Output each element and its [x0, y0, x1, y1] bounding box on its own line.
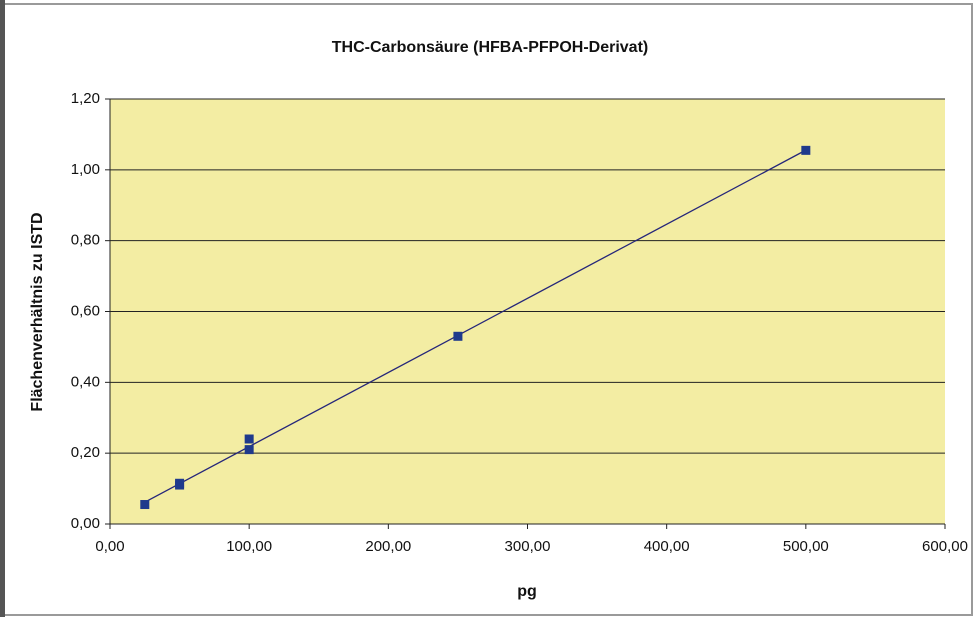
- data-point: [801, 145, 811, 155]
- y-tick-label: 1,20: [71, 90, 100, 107]
- data-point: [244, 445, 254, 455]
- x-tick-label: 300,00: [505, 538, 551, 555]
- y-tick-label: 1,00: [71, 161, 100, 178]
- x-tick-label: 100,00: [226, 538, 272, 555]
- x-tick-label: 500,00: [783, 538, 829, 555]
- y-tick-label: 0,40: [71, 373, 100, 390]
- x-tick-label: 600,00: [922, 538, 968, 555]
- data-point: [453, 331, 463, 341]
- y-axis-label: Flächenverhältnis zu ISTD: [29, 212, 46, 411]
- data-point: [140, 500, 150, 510]
- y-tick-label: 0,20: [71, 444, 100, 461]
- data-point: [244, 434, 254, 444]
- y-tick-label: 0,80: [71, 232, 100, 249]
- chart-title: THC-Carbonsäure (HFBA-PFPOH-Derivat): [332, 39, 648, 56]
- data-point: [175, 478, 185, 488]
- trendline: [144, 149, 807, 503]
- y-tick-label: 0,00: [71, 515, 100, 532]
- x-tick-label: 0,00: [95, 538, 124, 555]
- y-tick-label: 0,60: [71, 302, 100, 319]
- x-axis-label: pg: [517, 583, 537, 600]
- window-edge: [0, 0, 5, 617]
- x-tick-label: 200,00: [365, 538, 411, 555]
- x-tick-label: 400,00: [644, 538, 690, 555]
